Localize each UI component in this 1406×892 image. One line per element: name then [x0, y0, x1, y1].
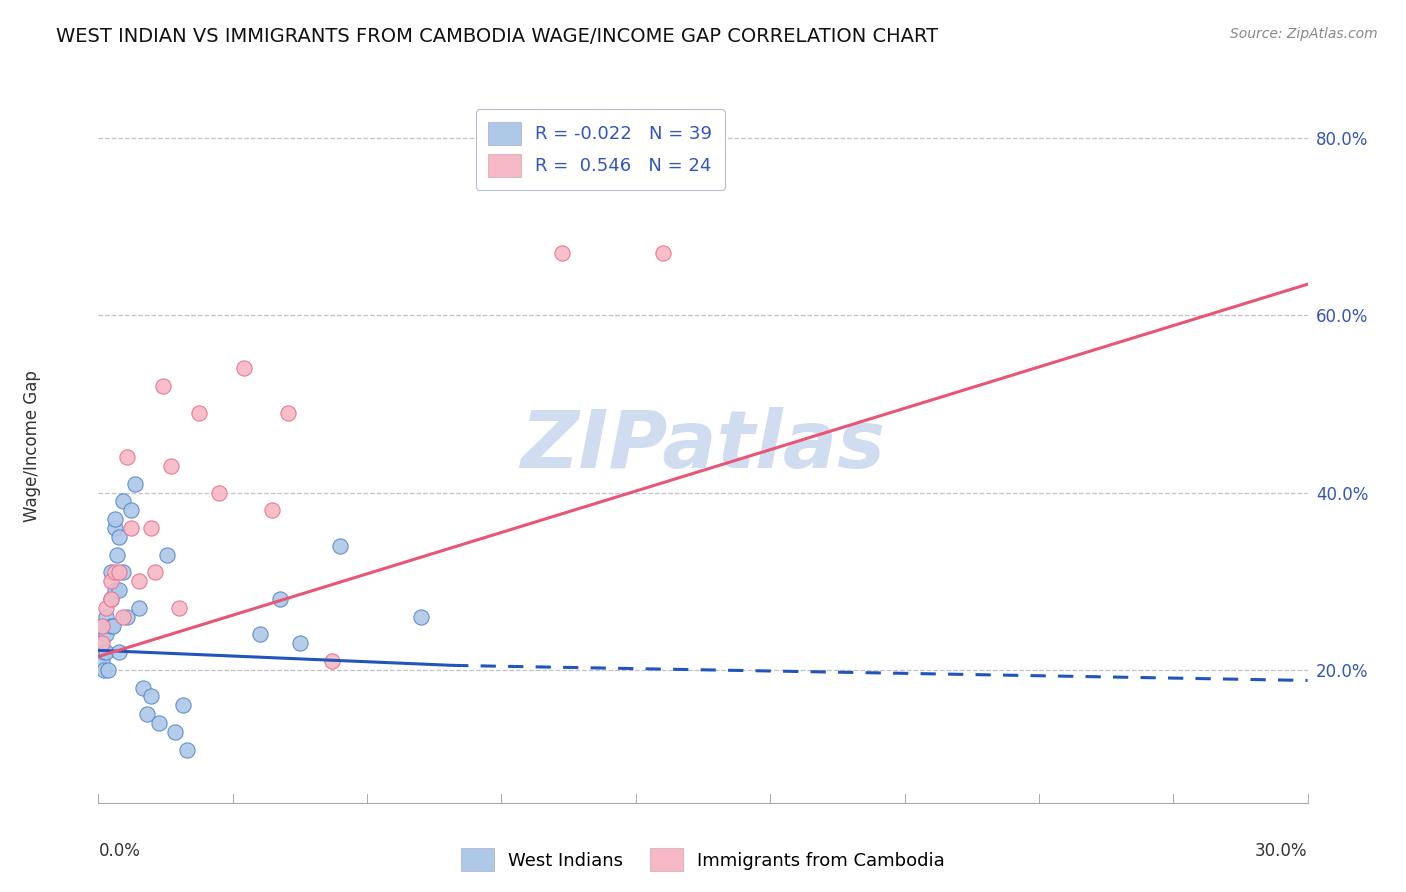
Text: 0.0%: 0.0% [98, 842, 141, 860]
Point [96, 609, 118, 624]
Point [100, 591, 122, 606]
Text: ZIPatlas: ZIPatlas [520, 407, 886, 485]
Point [132, 681, 155, 695]
Point [329, 539, 352, 553]
Point [124, 476, 146, 491]
Point [97, 663, 120, 677]
Text: Wage/Income Gap: Wage/Income Gap [22, 370, 41, 522]
Point [115, 450, 138, 464]
Point [321, 654, 343, 668]
Point [135, 707, 157, 722]
Legend: R = -0.022   N = 39, R =  0.546   N = 24: R = -0.022 N = 39, R = 0.546 N = 24 [475, 109, 725, 190]
Point [152, 379, 174, 393]
Legend: West Indians, Immigrants from Cambodia: West Indians, Immigrants from Cambodia [454, 841, 952, 879]
Point [96, 627, 118, 641]
Point [91, 618, 114, 632]
Point [111, 494, 134, 508]
Point [93, 663, 115, 677]
Point [100, 574, 122, 589]
Point [249, 627, 271, 641]
Point [409, 609, 432, 624]
Point [115, 609, 138, 624]
Point [96, 600, 118, 615]
Point [103, 566, 125, 580]
Point [103, 582, 125, 597]
Point [176, 742, 198, 756]
Point [269, 591, 291, 606]
Point [111, 609, 134, 624]
Point [148, 716, 170, 731]
Text: WEST INDIAN VS IMMIGRANTS FROM CAMBODIA WAGE/INCOME GAP CORRELATION CHART: WEST INDIAN VS IMMIGRANTS FROM CAMBODIA … [56, 27, 938, 45]
Point [551, 246, 574, 260]
Point [260, 503, 283, 517]
Point [232, 361, 254, 376]
Point [107, 645, 129, 659]
Point [96, 645, 118, 659]
Point [100, 566, 122, 580]
Point [120, 503, 142, 517]
Point [128, 574, 150, 589]
Point [91, 618, 114, 632]
Point [143, 566, 166, 580]
Point [139, 521, 162, 535]
Point [105, 548, 128, 562]
Point [100, 591, 122, 606]
Point [107, 530, 129, 544]
Text: 30.0%: 30.0% [1256, 842, 1308, 860]
Point [277, 406, 299, 420]
Point [288, 636, 311, 650]
Point [160, 458, 183, 473]
Point [172, 698, 194, 713]
Text: Source: ZipAtlas.com: Source: ZipAtlas.com [1230, 27, 1378, 41]
Point [107, 582, 129, 597]
Point [167, 600, 190, 615]
Point [100, 618, 122, 632]
Point [107, 566, 129, 580]
Point [208, 485, 231, 500]
Point [163, 724, 186, 739]
Point [188, 406, 211, 420]
Point [156, 548, 179, 562]
Point [93, 645, 115, 659]
Point [139, 690, 162, 704]
Point [128, 600, 150, 615]
Point [101, 618, 124, 632]
Point [91, 654, 114, 668]
Point [111, 566, 134, 580]
Point [89, 636, 111, 650]
Point [120, 521, 142, 535]
Point [103, 521, 125, 535]
Point [91, 636, 114, 650]
Point [651, 246, 673, 260]
Point [103, 512, 125, 526]
